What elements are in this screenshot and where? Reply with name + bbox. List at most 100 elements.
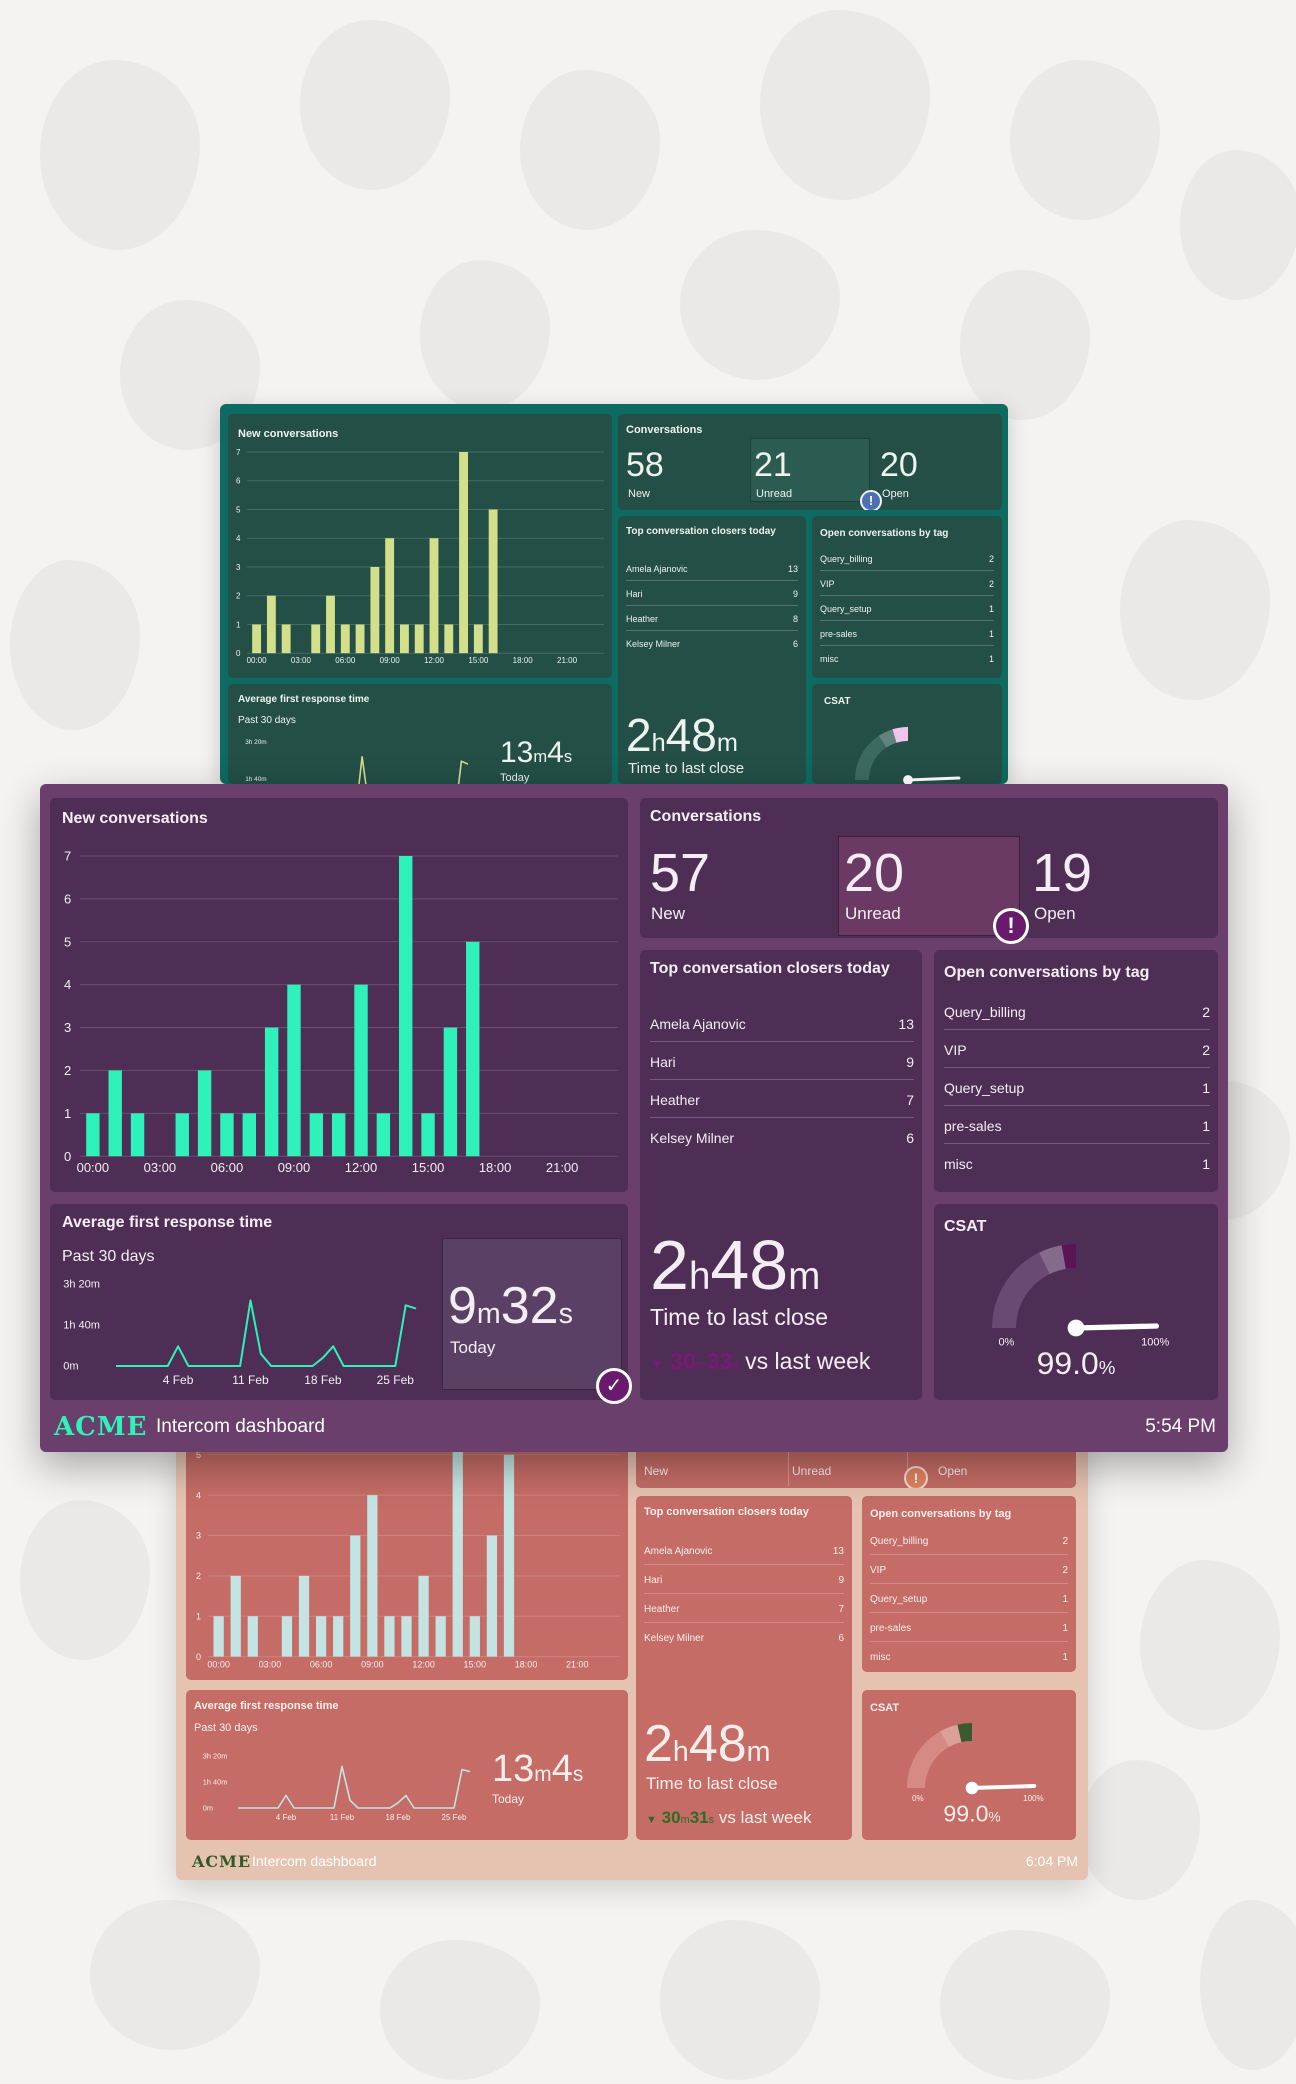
exclamation-icon: ! bbox=[993, 908, 1029, 944]
x-tick-label: 12:00 bbox=[345, 1160, 378, 1175]
unread-count: 20 bbox=[844, 843, 905, 903]
gauge-min-label: 0% bbox=[998, 1337, 1014, 1349]
list-item-name: Amela Ajanovic bbox=[650, 1016, 746, 1032]
y-tick-label: 1h 40m bbox=[63, 1320, 100, 1332]
period-label: Past 30 days bbox=[238, 715, 296, 726]
x-tick-label: 25 Feb bbox=[377, 1373, 415, 1387]
panel-title: Average first response time bbox=[194, 1700, 339, 1712]
list-item-count: 1 bbox=[988, 629, 994, 639]
response-time-line bbox=[358, 756, 469, 784]
x-tick-label: 00:00 bbox=[207, 1659, 230, 1669]
bar bbox=[197, 1070, 212, 1157]
bar bbox=[488, 509, 498, 654]
gauge-needle bbox=[906, 776, 961, 782]
list-item-count: 9 bbox=[838, 1574, 844, 1586]
y-tick-label: 3h 20m bbox=[63, 1279, 100, 1291]
x-tick-label: 00:00 bbox=[247, 656, 268, 665]
list-item: Hari 9 bbox=[626, 581, 798, 606]
bar bbox=[108, 1070, 122, 1157]
panel-title: Conversations bbox=[650, 808, 762, 825]
csat-gauge: 0%100% bbox=[855, 726, 961, 784]
new-conversations-chart: 0 1 2 3 4 5 6 7 00:00 03:00 06:00 09:00 12:00 15:00 18… bbox=[64, 849, 618, 1175]
avg-first-response-panel: Average first response time Past 30 days… bbox=[228, 684, 612, 784]
new-label: New bbox=[644, 1464, 669, 1478]
unread-tile[interactable] bbox=[750, 438, 870, 502]
y-tick-label: 5 bbox=[196, 1450, 201, 1460]
bar bbox=[367, 1495, 378, 1657]
x-tick-label: 09:00 bbox=[278, 1160, 311, 1175]
list-item: pre-sales 1 bbox=[944, 1106, 1210, 1144]
gauge-max-label: 100% bbox=[1141, 1337, 1169, 1349]
x-tick-label: 18 Feb bbox=[386, 1813, 411, 1822]
y-tick-label: 6 bbox=[236, 477, 241, 486]
bar bbox=[459, 452, 468, 654]
bar bbox=[385, 538, 395, 654]
top-closers-panel: Top conversation closers today Amela Aja… bbox=[618, 516, 806, 784]
background-blob bbox=[1140, 1560, 1280, 1730]
x-tick-label: 03:00 bbox=[259, 1659, 282, 1669]
new-count: 57 bbox=[650, 843, 711, 903]
list-item: Query_setup 1 bbox=[820, 596, 994, 621]
list-item-count: 2 bbox=[988, 579, 994, 589]
x-tick-label: 15:00 bbox=[412, 1160, 445, 1175]
background-blob bbox=[1120, 520, 1270, 700]
panel-title: Conversations bbox=[626, 424, 703, 436]
salmon-dashboard-preview: 0 1 2 3 4 5 6 7 00:00 03:00 06:00 09:00 12:00 15:00 18… bbox=[176, 1440, 1088, 1880]
bar bbox=[503, 1454, 515, 1657]
list-item: pre-sales 1 bbox=[820, 621, 994, 646]
response-today-value: 13m4s bbox=[500, 736, 573, 769]
list-item-name: pre-sales bbox=[944, 1118, 1002, 1134]
bar bbox=[326, 595, 335, 654]
new-conversations-chart: 0 1 2 3 4 5 6 7 00:00 03:00 06:00 09:00 12:00 15:00 18… bbox=[236, 448, 604, 665]
csat-panel: CSAT 0% 100% 99.0% bbox=[934, 1204, 1218, 1400]
list-item: pre-sales 1 bbox=[870, 1613, 1068, 1642]
panel-title: New conversations bbox=[62, 810, 208, 827]
list-item-count: 9 bbox=[792, 589, 798, 599]
list-item-count: 13 bbox=[898, 1016, 914, 1032]
y-tick-label: 0 bbox=[64, 1149, 71, 1164]
list-item-name: Query_setup bbox=[870, 1593, 928, 1605]
list-item-count: 1 bbox=[1062, 1593, 1068, 1605]
list-item-count: 9 bbox=[906, 1054, 914, 1070]
bar bbox=[266, 595, 276, 654]
bar bbox=[418, 1575, 429, 1657]
list-item: Heather 7 bbox=[650, 1080, 914, 1118]
list-item-name: Amela Ajanovic bbox=[644, 1545, 713, 1557]
unread-tile[interactable] bbox=[838, 836, 1020, 936]
y-tick-label: 0m bbox=[63, 1361, 78, 1373]
x-tick-label: 15:00 bbox=[468, 656, 489, 665]
unread-label: Unread bbox=[756, 488, 793, 500]
list-item-name: misc bbox=[944, 1156, 973, 1172]
x-tick-label: 11 Feb bbox=[232, 1373, 269, 1387]
panel-title: Top conversation closers today bbox=[644, 1506, 809, 1518]
unread-tile[interactable] bbox=[788, 1440, 908, 1486]
list-item: misc 1 bbox=[870, 1642, 1068, 1671]
background-blob bbox=[20, 1500, 150, 1660]
background-blob bbox=[1180, 150, 1296, 300]
list-item: Kelsey Milner 6 bbox=[650, 1118, 914, 1156]
open-count: 19 bbox=[1032, 843, 1093, 903]
bar bbox=[315, 1616, 327, 1657]
background-blob bbox=[40, 60, 200, 250]
response-time-line bbox=[238, 1765, 471, 1809]
list-item-count: 2 bbox=[1062, 1564, 1068, 1576]
bar bbox=[287, 984, 301, 1157]
list-item-count: 1 bbox=[1202, 1118, 1210, 1134]
gauge-hub bbox=[965, 1781, 979, 1795]
bar bbox=[350, 1535, 361, 1657]
today-highlight-tile[interactable] bbox=[442, 1238, 622, 1390]
period-label: Past 30 days bbox=[62, 1248, 155, 1265]
list-item: Hari 9 bbox=[644, 1565, 844, 1594]
list-item-name: Hari bbox=[626, 589, 643, 599]
bar bbox=[399, 856, 413, 1157]
y-tick-label: 4 bbox=[64, 977, 71, 992]
bar bbox=[486, 1535, 498, 1657]
bar bbox=[401, 1616, 412, 1657]
acme-logo: ACME bbox=[192, 1852, 252, 1871]
list-item-name: misc bbox=[870, 1651, 891, 1663]
y-tick-label: 3h 20m bbox=[245, 739, 266, 746]
list-item: Amela Ajanovic 13 bbox=[626, 556, 798, 581]
y-tick-label: 7 bbox=[236, 448, 241, 457]
